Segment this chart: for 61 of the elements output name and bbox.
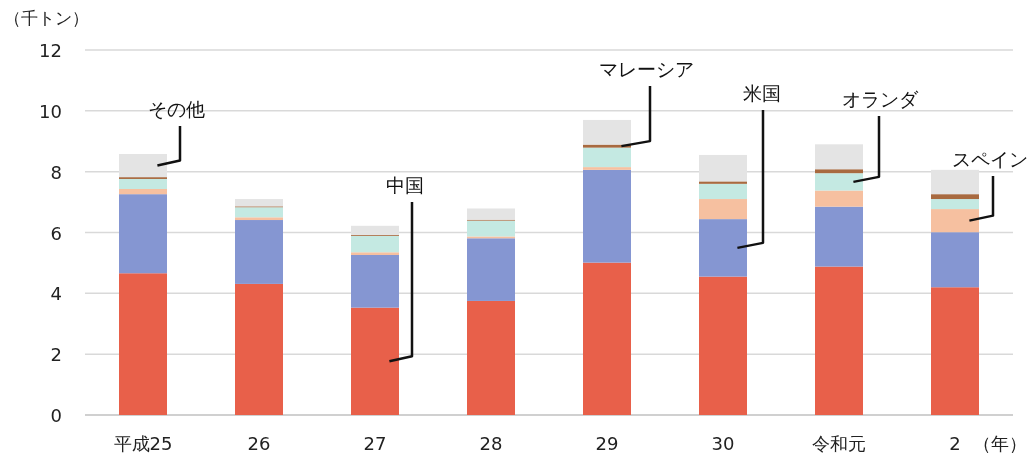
bar <box>351 235 399 253</box>
bar <box>931 194 979 200</box>
bar <box>583 169 631 263</box>
x-axis-title: （年） <box>973 433 1027 454</box>
bar <box>931 232 979 288</box>
bar <box>467 208 515 220</box>
x-tick-label: 26 <box>247 433 271 454</box>
y-tick-label: 2 <box>50 344 62 366</box>
text: スペイン <box>952 148 1028 170</box>
bar <box>119 273 167 415</box>
bar <box>699 219 747 277</box>
bar <box>583 167 631 170</box>
text: 中国 <box>386 174 424 196</box>
bar <box>931 199 979 210</box>
bar <box>931 287 979 415</box>
x-tick-label: 28 <box>479 433 503 454</box>
bar <box>351 307 399 415</box>
bar <box>235 220 283 284</box>
bar <box>583 262 631 415</box>
x-tick-label: 令和元 <box>812 433 866 454</box>
bar <box>815 173 863 191</box>
bar <box>699 183 747 200</box>
bar <box>815 190 863 207</box>
bar <box>467 220 515 237</box>
text: オランダ <box>842 88 919 110</box>
y-tick-label: 6 <box>50 222 62 244</box>
bar <box>699 181 747 184</box>
bar <box>815 266 863 415</box>
bar <box>699 199 747 220</box>
x-tick-label: 30 <box>711 433 735 454</box>
bar <box>351 252 399 256</box>
text: マレーシア <box>598 58 694 80</box>
bar <box>815 144 863 170</box>
x-tick-label: 29 <box>595 433 619 454</box>
bar <box>815 206 863 267</box>
x-tick-label: 平成25 <box>113 433 173 454</box>
bar <box>583 147 631 168</box>
y-axis-title: （千トン） <box>4 8 89 28</box>
bar <box>467 238 515 301</box>
bar <box>119 178 167 189</box>
y-tick-label: 4 <box>50 283 62 305</box>
bar <box>235 199 283 207</box>
bar <box>583 119 631 145</box>
bar <box>931 209 979 233</box>
x-tick-label: 27 <box>363 433 387 454</box>
y-tick-label: 8 <box>50 161 62 183</box>
bar <box>119 194 167 274</box>
x-tick-label: 2 <box>949 433 961 454</box>
bar <box>815 169 863 174</box>
bar <box>235 283 283 415</box>
bar <box>351 255 399 308</box>
bar <box>235 207 283 218</box>
series-label: その他 <box>147 98 205 120</box>
y-tick-label: 0 <box>50 405 62 426</box>
bar <box>119 189 167 195</box>
bar <box>699 276 747 415</box>
text: 米国 <box>743 82 781 104</box>
bar <box>235 217 283 221</box>
bar <box>467 300 515 415</box>
y-tick-label: 12 <box>39 40 62 61</box>
y-tick-label: 10 <box>39 100 62 122</box>
